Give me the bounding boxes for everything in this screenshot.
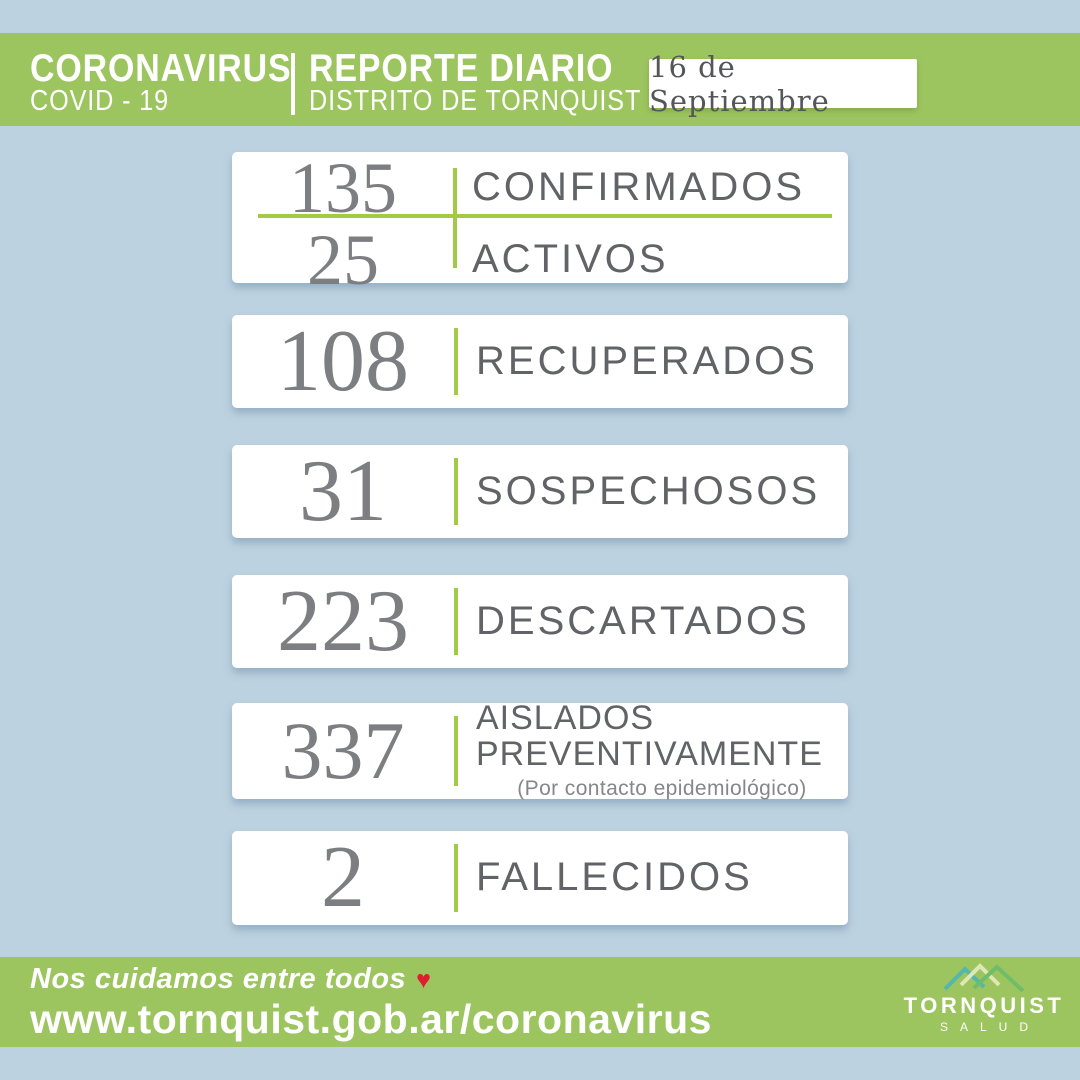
report-subtitle: DISTRITO DE TORNQUIST [309, 85, 642, 117]
stat-value-confirmados: 135 [289, 148, 397, 228]
logo-subtitle: SALUD [939, 1020, 1040, 1034]
stat-sublabel-aislados: (Por contacto epidemiológico) [517, 776, 807, 800]
stat-label-sospechosos: SOSPECHOSOS [476, 468, 821, 513]
brand-subtitle: COVID - 19 [30, 85, 170, 117]
stat-value-descartados: 223 [277, 572, 409, 670]
fraction-divider-line [258, 214, 832, 218]
stat-value-sospechosos: 31 [299, 442, 387, 540]
vertical-divider-line [453, 168, 457, 268]
report-block: REPORTE DIARIO DISTRITO DE TORNQUIST [309, 47, 691, 117]
stat-card-sospechosos: 31 SOSPECHOSOS [232, 445, 848, 538]
heart-icon: ♥ [416, 966, 432, 994]
footer-slogan: Nos cuidamos entre todos ♥ [30, 963, 432, 995]
header-divider [291, 53, 295, 115]
stat-value-aislados: 337 [281, 705, 405, 796]
footer-banner: Nos cuidamos entre todos ♥ www.tornquist.… [0, 957, 1080, 1047]
vertical-divider-line [454, 716, 458, 786]
stat-card-aislados: 337 AISLADOS PREVENTIVAMENTE (Por contac… [232, 699, 848, 800]
mountains-icon [943, 963, 1025, 993]
vertical-divider-line [454, 328, 458, 395]
header-banner: CORONAVIRUS COVID - 19 REPORTE DIARIO DI… [0, 33, 1080, 126]
stat-value-activos: 25 [307, 220, 379, 300]
row-activos: 25 ACTIVOS [232, 224, 848, 296]
vertical-divider-line [454, 588, 458, 655]
tornquist-salud-logo: TORNQUIST SALUD [900, 961, 1068, 1034]
stat-card-descartados: 223 DESCARTADOS [232, 575, 848, 668]
stat-value-recuperados: 108 [277, 312, 409, 410]
stat-label-fallecidos: FALLECIDOS [476, 855, 753, 900]
footer-url: www.tornquist.gob.ar/coronavirus [30, 996, 712, 1042]
vertical-divider-line [454, 844, 458, 912]
row-confirmados: 135 CONFIRMADOS [232, 152, 848, 224]
vertical-divider-line [454, 458, 458, 525]
stat-card-confirmados-activos: 135 CONFIRMADOS 25 ACTIVOS [232, 152, 848, 296]
stat-label-aislados: AISLADOS PREVENTIVAMENTE [476, 699, 823, 773]
date-label: 16 de Septiembre [649, 49, 830, 118]
stat-card-fallecidos: 2 FALLECIDOS [232, 831, 848, 925]
stat-label-activos: ACTIVOS [472, 237, 669, 282]
stat-label-recuperados: RECUPERADOS [476, 338, 818, 383]
report-title: REPORTE DIARIO [309, 47, 614, 90]
logo-name: TORNQUIST [903, 993, 1065, 1018]
stat-label-confirmados: CONFIRMADOS [472, 165, 805, 210]
date-box: 16 de Septiembre [649, 50, 917, 118]
stat-label-descartados: DESCARTADOS [476, 598, 810, 643]
brand-title: CORONAVIRUS [30, 47, 292, 90]
stat-value-fallecidos: 2 [321, 829, 365, 926]
stat-card-recuperados: 108 RECUPERADOS [232, 315, 848, 408]
brand-block: CORONAVIRUS COVID - 19 [30, 47, 331, 117]
